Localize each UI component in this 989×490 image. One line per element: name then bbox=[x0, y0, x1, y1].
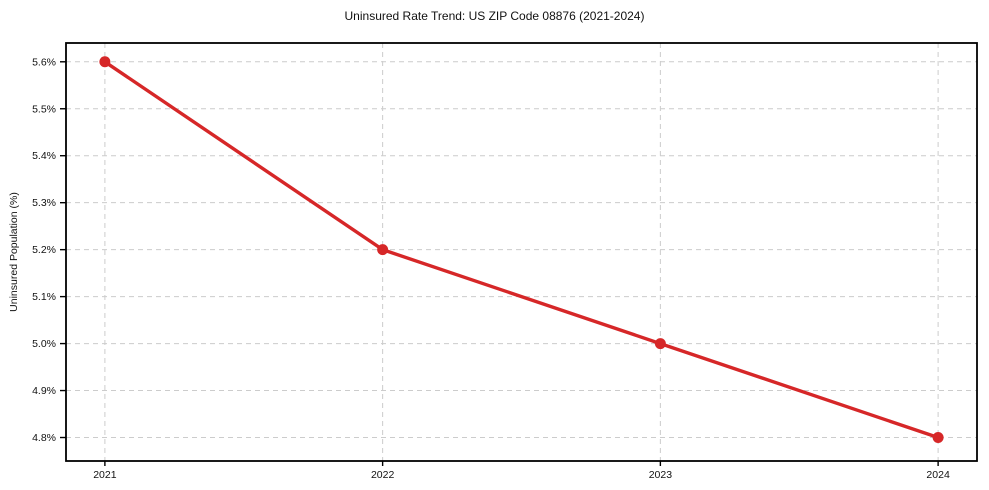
y-tick-label: 4.8% bbox=[32, 432, 56, 444]
x-tick-label: 2021 bbox=[93, 469, 117, 481]
x-tick-label: 2024 bbox=[926, 469, 950, 481]
data-point-marker bbox=[377, 244, 389, 256]
y-tick-label: 5.2% bbox=[32, 244, 56, 256]
y-tick-label: 5.6% bbox=[32, 56, 56, 68]
data-point-marker bbox=[654, 338, 666, 350]
x-tick-label: 2023 bbox=[649, 469, 673, 481]
y-tick-label: 5.0% bbox=[32, 338, 56, 350]
plot-border bbox=[65, 42, 978, 462]
data-point-marker bbox=[932, 432, 944, 444]
y-tick-label: 5.3% bbox=[32, 197, 56, 209]
x-tick-label: 2022 bbox=[371, 469, 395, 481]
data-point-marker bbox=[99, 56, 111, 68]
y-tick-label: 4.9% bbox=[32, 385, 56, 397]
y-tick-label: 5.4% bbox=[32, 150, 56, 162]
y-tick-label: 5.5% bbox=[32, 103, 56, 115]
y-tick-label: 5.1% bbox=[32, 291, 56, 303]
trend-line bbox=[103, 60, 940, 440]
chart-title: Uninsured Rate Trend: US ZIP Code 08876 … bbox=[344, 9, 645, 23]
